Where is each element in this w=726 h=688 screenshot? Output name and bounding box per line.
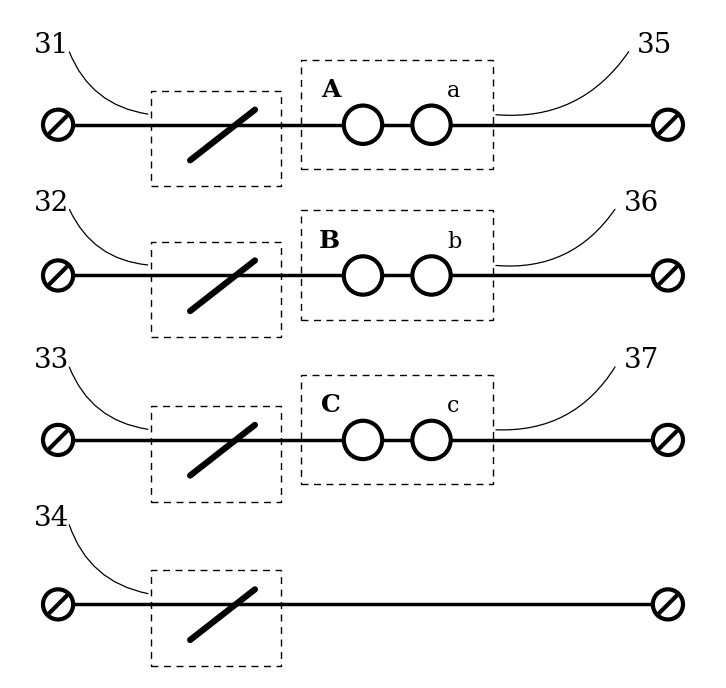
Text: c: c <box>447 396 460 418</box>
Text: b: b <box>447 231 462 253</box>
Circle shape <box>653 425 683 455</box>
Bar <box>150 241 281 337</box>
Bar <box>301 375 493 484</box>
Circle shape <box>43 425 73 455</box>
Bar <box>301 60 493 169</box>
Circle shape <box>653 260 683 290</box>
Text: 36: 36 <box>624 190 658 217</box>
Text: B: B <box>319 229 340 253</box>
Circle shape <box>344 421 382 459</box>
Bar <box>150 406 281 502</box>
Text: 37: 37 <box>624 347 658 374</box>
Text: A: A <box>321 78 340 102</box>
Text: 35: 35 <box>637 32 672 59</box>
Circle shape <box>653 590 683 619</box>
Circle shape <box>43 260 73 290</box>
Text: C: C <box>320 394 340 418</box>
Bar <box>150 570 281 666</box>
Text: a: a <box>447 80 460 102</box>
Text: 32: 32 <box>34 190 70 217</box>
Circle shape <box>344 257 382 294</box>
Circle shape <box>43 590 73 619</box>
Bar <box>150 91 281 186</box>
Bar <box>301 211 493 320</box>
Circle shape <box>653 109 683 140</box>
Circle shape <box>43 109 73 140</box>
Circle shape <box>344 105 382 144</box>
Text: 34: 34 <box>34 505 70 532</box>
Circle shape <box>412 105 451 144</box>
Circle shape <box>412 257 451 294</box>
Circle shape <box>412 421 451 459</box>
Text: 33: 33 <box>34 347 70 374</box>
Text: 31: 31 <box>34 32 70 59</box>
